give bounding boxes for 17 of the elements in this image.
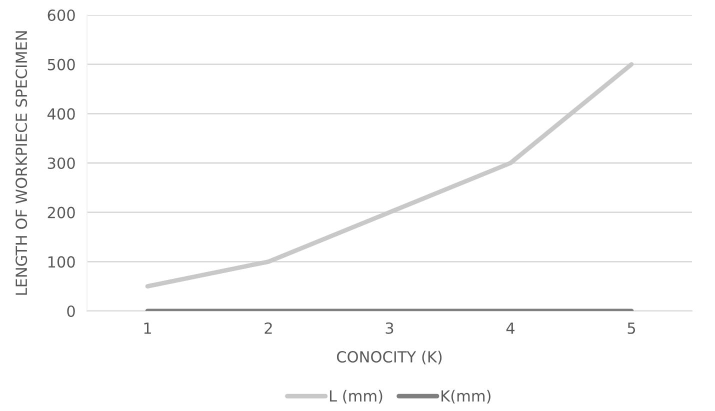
y-tick-label: 200 — [48, 206, 75, 218]
y-tick-label: 400 — [47, 108, 75, 120]
x-tick-label: 2 — [264, 322, 272, 334]
y-tick-label: 500 — [48, 58, 75, 70]
legend-label: K(mm) — [442, 390, 490, 404]
y-tick-label: 300 — [48, 157, 75, 170]
x-tick-label: 3 — [386, 322, 394, 334]
line-series — [145, 62, 634, 289]
legend-label: L (mm) — [330, 390, 382, 404]
x-tick-label: 1 — [144, 322, 151, 334]
y-axis-title: LENGTH OF WORKPIECE SPECIMEN — [16, 31, 28, 295]
x-tick-label: 5 — [628, 322, 636, 334]
y-tick-label: 0 — [67, 305, 75, 318]
y-tick-label: 600 — [48, 9, 75, 22]
y-tick-label: 100 — [48, 256, 75, 268]
x-axis-title: CONOCITY (K) — [336, 350, 442, 364]
x-tick-label: 4 — [506, 322, 515, 334]
